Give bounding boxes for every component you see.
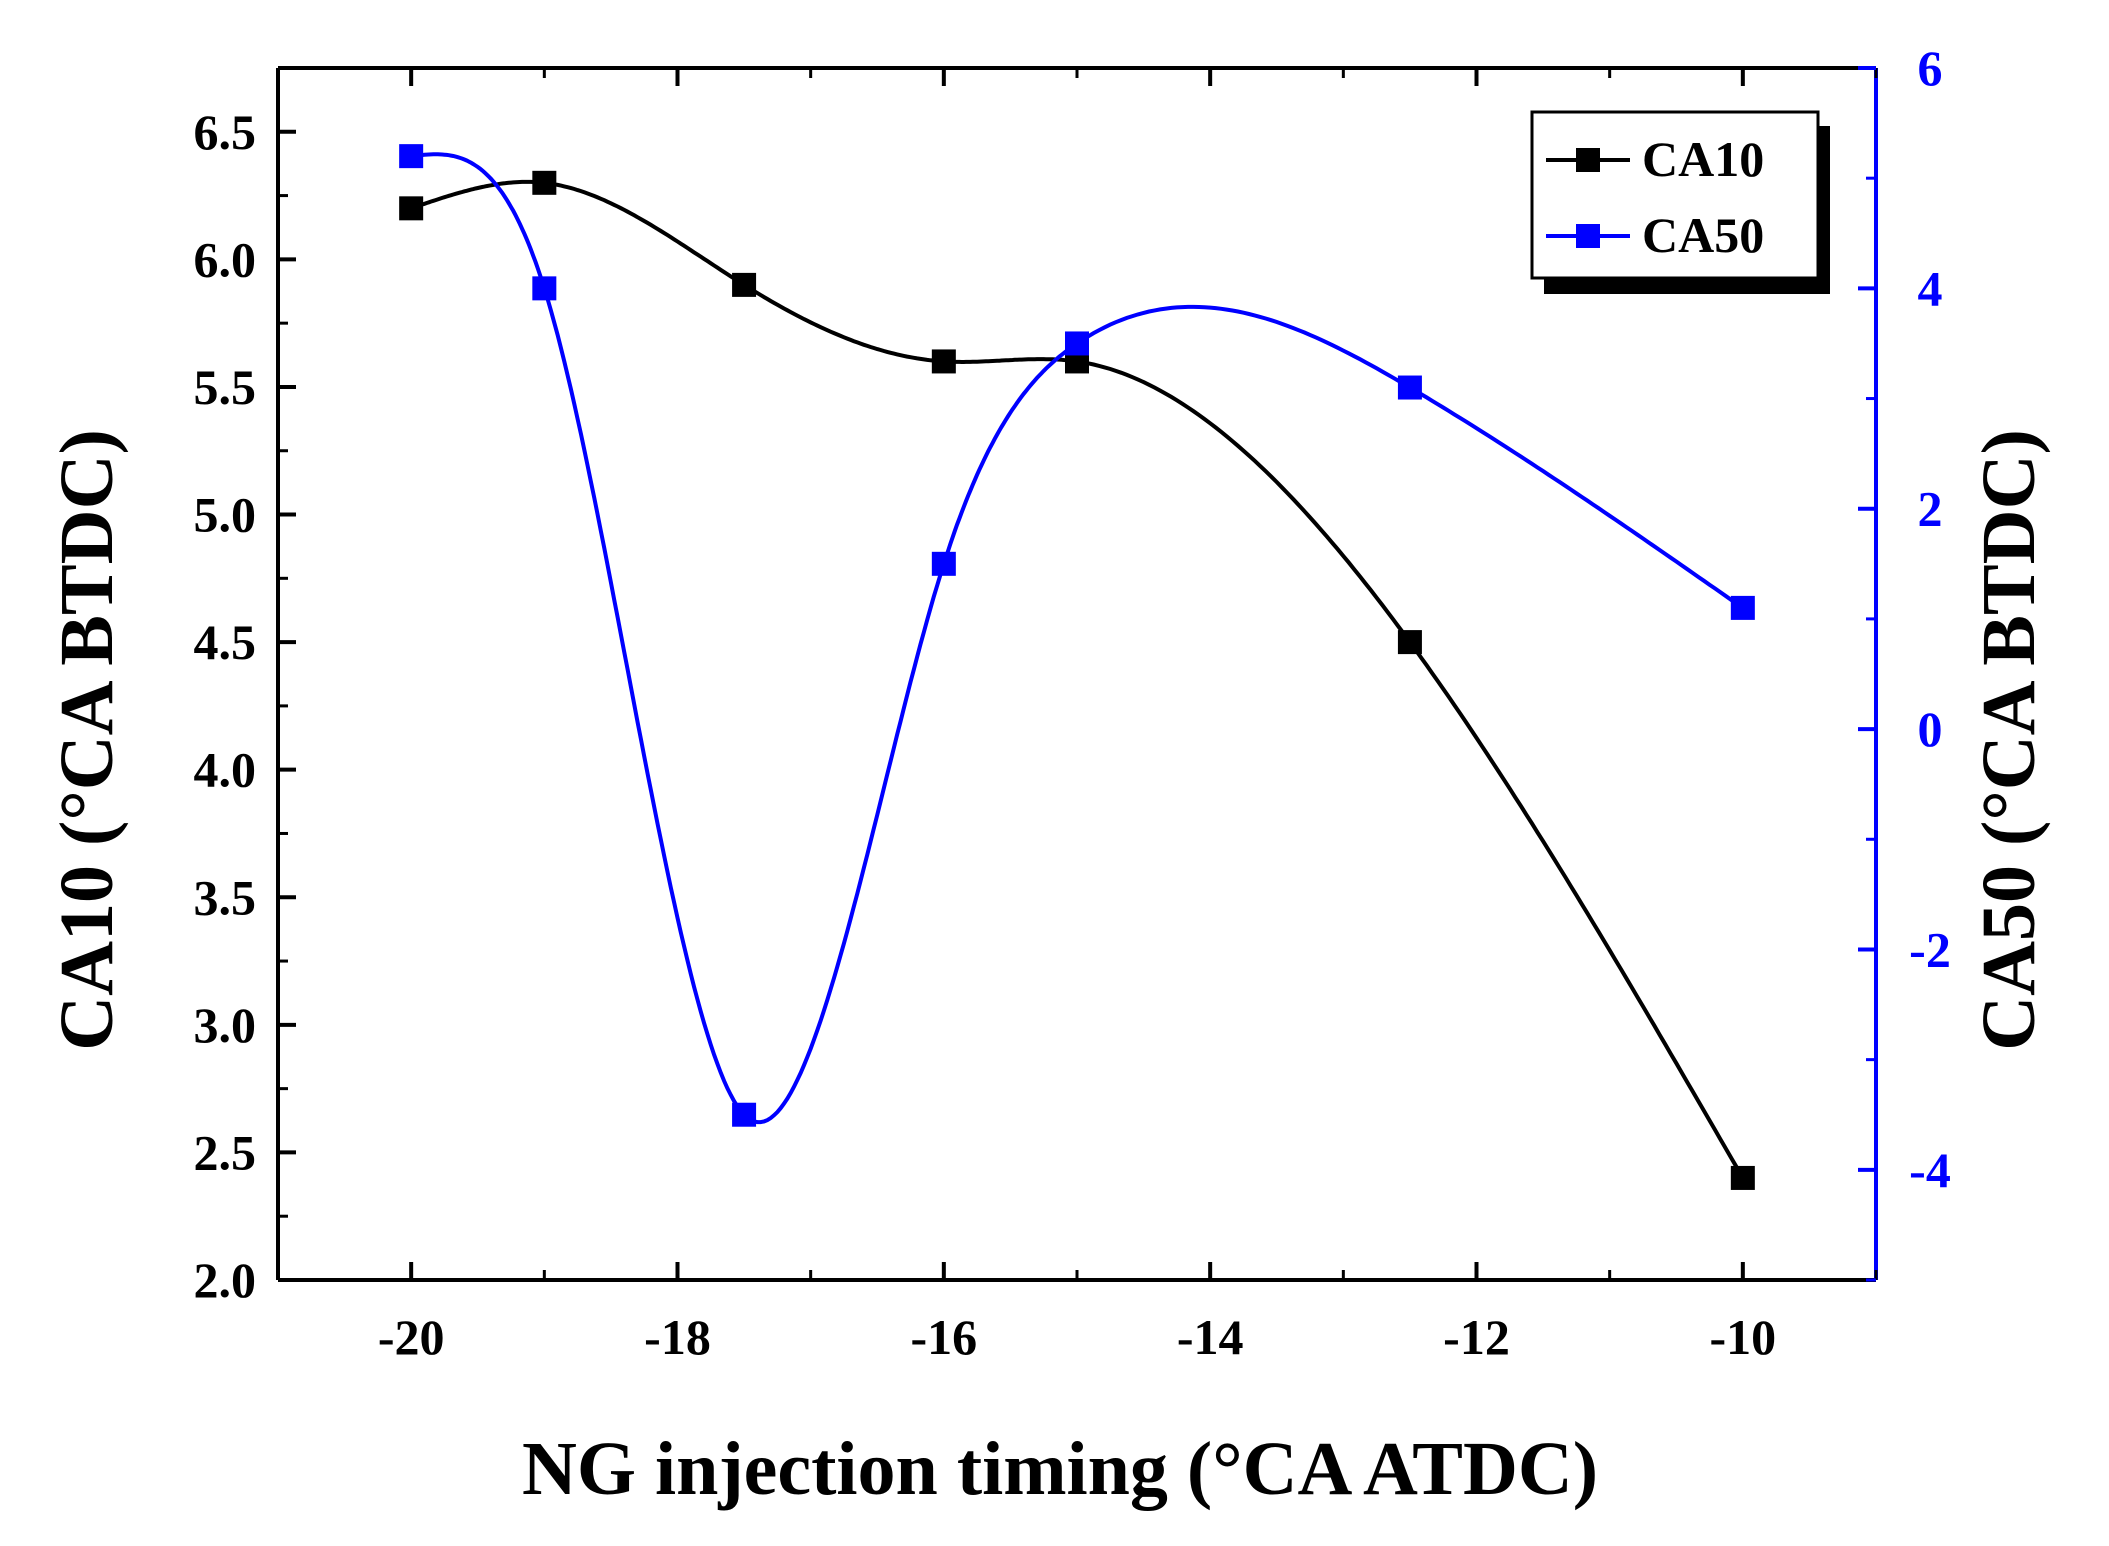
y-axis-left-title: CA10 (°CA BTDC) xyxy=(45,429,129,1051)
legend: CA10 CA50 xyxy=(1530,110,1830,294)
legend-ca50-marker xyxy=(1576,224,1600,248)
y-left-tick-label: 6.0 xyxy=(194,231,257,287)
data-point-ca10 xyxy=(399,196,424,221)
y-left-tick-label: 3.5 xyxy=(194,869,257,925)
y-left-tick-label: 4.5 xyxy=(194,614,257,670)
y-left-tick-label: 5.0 xyxy=(194,487,257,543)
data-point-ca50 xyxy=(931,551,956,576)
data-point-ca10 xyxy=(532,170,557,195)
data-point-ca50 xyxy=(1397,375,1422,400)
x-tick-label: -10 xyxy=(1710,1309,1777,1365)
y-left-tick-label: 5.5 xyxy=(194,359,257,415)
x-tick-label: -16 xyxy=(911,1309,978,1365)
legend-ca10-label: CA10 xyxy=(1642,131,1764,187)
data-point-ca50 xyxy=(1065,331,1089,356)
y-axis-right-title: CA50 (°CA BTDC) xyxy=(1967,429,2051,1051)
y-right-tick-label: 2 xyxy=(1918,481,1943,537)
y-left-tick-label: 6.5 xyxy=(194,104,257,160)
x-tick-label: -20 xyxy=(378,1309,445,1365)
fitted-curves xyxy=(410,152,1745,1179)
data-point-ca10 xyxy=(1730,1165,1755,1190)
y-left-tick-label: 2.5 xyxy=(194,1124,257,1180)
y-right-tick-label: 4 xyxy=(1918,260,1943,316)
data-point-ca50 xyxy=(1730,595,1755,620)
y-left-tick-label: 4.0 xyxy=(194,742,257,798)
y-right-tick-label: 6 xyxy=(1918,40,1943,96)
y-right-tick-label: -4 xyxy=(1909,1142,1951,1198)
axes: -20 -18 -16 -14 -12 -102.02.53.03.54.04.55.05… xyxy=(194,40,1951,1365)
data-point-ca10 xyxy=(931,349,956,374)
data-point-ca10 xyxy=(1397,630,1422,655)
data-point-ca10 xyxy=(732,272,757,297)
x-tick-label: -18 xyxy=(644,1309,711,1365)
series-line-ca50 xyxy=(411,152,1744,1125)
legend-ca10-marker xyxy=(1576,148,1600,172)
x-tick-label: -12 xyxy=(1443,1309,1510,1365)
x-axis-title: NG injection timing (°CA ATDC) xyxy=(522,1427,1598,1511)
y-left-tick-label: 3.0 xyxy=(194,997,257,1053)
y-right-tick-label: -2 xyxy=(1909,921,1951,977)
legend-ca50-label: CA50 xyxy=(1642,207,1764,263)
series-line-ca10 xyxy=(410,179,1745,1179)
y-left-tick-label: 2.0 xyxy=(194,1252,257,1308)
data-point-ca50 xyxy=(532,276,557,301)
data-points xyxy=(399,144,1755,1190)
legend-box xyxy=(1530,110,1820,280)
y-right-tick-label: 0 xyxy=(1918,701,1943,757)
data-point-ca50 xyxy=(732,1102,757,1127)
data-point-ca50 xyxy=(399,144,424,169)
x-tick-label: -14 xyxy=(1177,1309,1244,1365)
